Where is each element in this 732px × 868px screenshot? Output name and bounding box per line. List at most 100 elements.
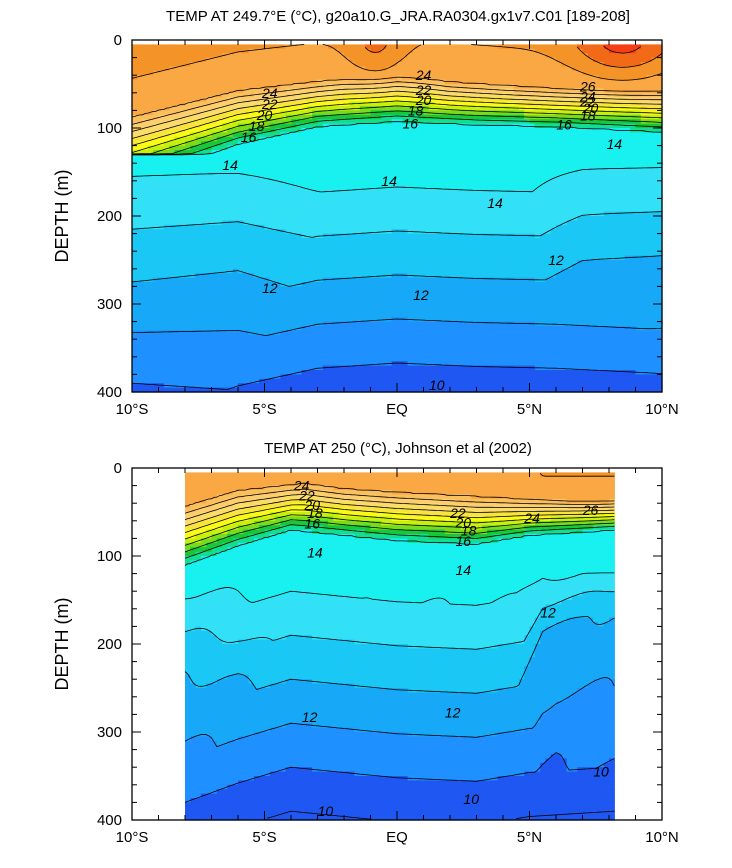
contour-fill-cell [195, 321, 202, 327]
contour-fill-cell [222, 242, 228, 248]
contour-fill-cell [344, 339, 350, 345]
contour-fill-cell [354, 242, 361, 248]
contour-fill-cell [296, 194, 303, 199]
contour-fill-cell [450, 198, 456, 204]
contour-fill-cell [269, 282, 276, 287]
contour-fill-cell [259, 383, 266, 389]
contour-fill-cell [423, 154, 430, 160]
contour-fill-cell [169, 308, 175, 314]
contour-fill-cell [370, 189, 377, 195]
contour-fill-cell [227, 106, 234, 111]
contour-fill-cell [190, 220, 197, 226]
contour-fill-cell [211, 158, 218, 164]
contour-fill-cell [402, 92, 409, 98]
contour-fill-cell [423, 198, 430, 204]
contour-fill-cell [222, 110, 228, 116]
contour-fill-cell [306, 141, 313, 147]
contour-fill-cell [322, 282, 329, 287]
contour-fill-cell [354, 255, 361, 261]
contour-fill-cell [412, 180, 419, 186]
contour-fill-cell [423, 356, 430, 362]
contour-fill-cell [296, 150, 303, 155]
contour-fill-cell [306, 238, 313, 243]
contour-fill-cell [269, 224, 276, 230]
contour-fill-cell [163, 229, 170, 235]
contour-fill-cell [460, 238, 467, 243]
contour-fill-cell [344, 299, 350, 305]
contour-fill-cell [259, 66, 266, 72]
contour-fill-cell [306, 97, 313, 103]
contour-fill-cell [460, 343, 467, 349]
contour-fill-cell [243, 387, 250, 393]
contour-fill-cell [370, 70, 377, 76]
contour-fill-cell [163, 48, 170, 54]
contour-fill-cell [423, 106, 430, 111]
contour-fill-cell [328, 189, 334, 195]
contour-fill-cell [349, 216, 356, 221]
contour-fill-cell [306, 299, 313, 305]
contour-fill-cell [275, 321, 281, 327]
contour-fill-cell [434, 150, 440, 155]
contour-fill-cell [434, 154, 440, 160]
contour-fill-cell [402, 194, 409, 199]
contour-fill-cell [238, 356, 244, 362]
contour-fill-cell [232, 330, 239, 336]
contour-fill-cell [397, 66, 403, 72]
contour-fill-cell [407, 242, 414, 248]
contour-fill-cell [190, 246, 197, 252]
contour-fill-cell [338, 128, 345, 133]
contour-fill-cell [269, 334, 276, 340]
contour-fill-cell [211, 268, 218, 274]
contour-fill-cell [386, 106, 393, 111]
contour-fill-cell [174, 273, 181, 279]
contour-fill-cell [248, 180, 255, 186]
contour-fill-cell [349, 370, 356, 375]
contour-fill-cell [434, 326, 440, 331]
contour-fill-cell [169, 286, 175, 292]
contour-fill-cell [444, 202, 451, 208]
contour-fill-cell [174, 312, 181, 318]
contour-fill-cell [158, 378, 165, 384]
contour-fill-cell [375, 317, 382, 323]
contour-fill-cell [322, 119, 329, 125]
contour-fill-cell [407, 145, 414, 151]
contour-fill-cell [216, 211, 223, 217]
contour-fill-cell [306, 114, 313, 120]
contour-fill-cell [354, 62, 361, 67]
contour-fill-cell [338, 185, 345, 191]
contour-fill-cell [407, 224, 414, 230]
contour-fill-cell [386, 277, 393, 283]
contour-fill-cell [450, 343, 456, 349]
contour-fill-cell [200, 374, 207, 380]
contour-fill-cell [163, 62, 170, 67]
contour-fill-cell [132, 207, 138, 213]
contour-fill-cell [338, 268, 345, 274]
contour-fill-cell [370, 172, 377, 177]
contour-fill-cell [264, 70, 271, 76]
contour-fill-cell [391, 167, 398, 173]
contour-fill-cell [317, 167, 324, 173]
contour-fill-cell [158, 251, 165, 257]
contour-fill-cell [434, 378, 440, 384]
contour-fill-cell [344, 207, 350, 213]
contour-fill-cell [370, 378, 377, 384]
contour-fill-cell [428, 334, 435, 340]
contour-fill-cell [423, 334, 430, 340]
contour-fill-cell [211, 308, 218, 314]
contour-fill-cell [354, 365, 361, 371]
contour-fill-cell [322, 277, 329, 283]
contour-fill-cell [163, 167, 170, 173]
contour-fill-cell [312, 189, 319, 195]
contour-fill-cell [190, 224, 197, 230]
contour-fill-cell [402, 180, 409, 186]
contour-fill-cell [275, 62, 281, 67]
contour-fill-cell [328, 308, 334, 314]
contour-fill-cell [291, 97, 297, 103]
contour-fill-cell [370, 57, 377, 63]
contour-fill-cell [248, 334, 255, 340]
contour-fill-cell [375, 176, 382, 182]
contour-fill-cell [195, 216, 202, 221]
contour-fill-cell [153, 202, 160, 208]
contour-fill-cell [434, 387, 440, 393]
contour-fill-cell [132, 180, 138, 186]
